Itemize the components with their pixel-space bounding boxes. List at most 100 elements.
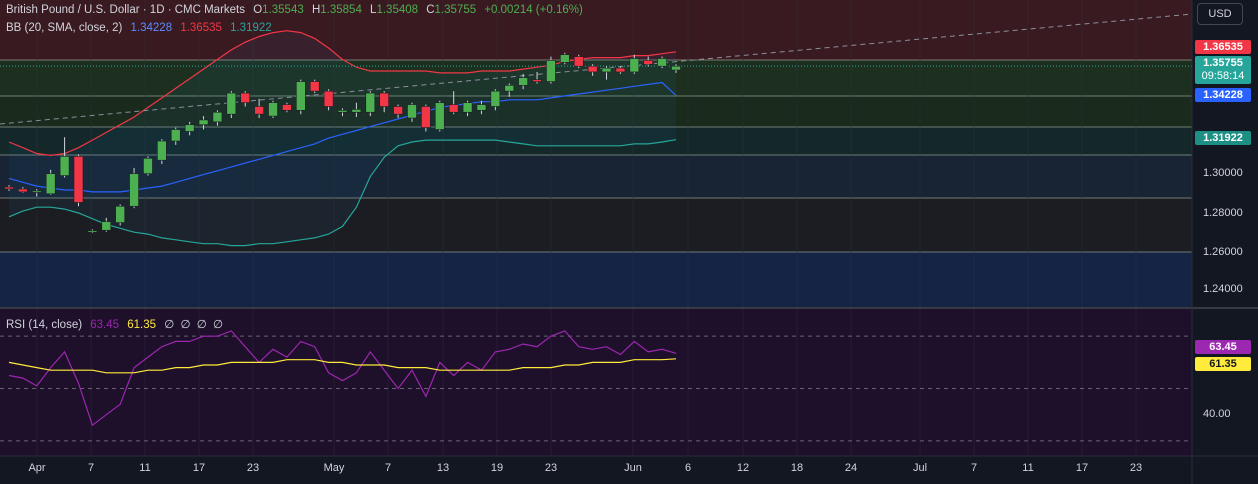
- time-axis-label: 12: [736, 462, 750, 474]
- price-axis-label: 1.28000: [1203, 207, 1243, 219]
- candle[interactable]: [59, 137, 70, 178]
- candle[interactable]: [504, 83, 515, 97]
- candle-body-up: [365, 92, 376, 113]
- candle-body-up: [31, 190, 42, 193]
- candle[interactable]: [448, 91, 459, 115]
- time-axis-label: 13: [436, 462, 450, 474]
- candle[interactable]: [184, 121, 195, 136]
- candle-body-up: [226, 92, 237, 115]
- bar-countdown: 09:58:14: [1201, 70, 1245, 82]
- candle[interactable]: [240, 91, 251, 107]
- candle[interactable]: [31, 188, 42, 197]
- candle[interactable]: [323, 89, 334, 111]
- candle-body-up: [115, 205, 125, 223]
- rsi-legend[interactable]: RSI (14, close) 63.45 61.35 ∅ ∅ ∅ ∅: [6, 317, 226, 331]
- candle-body-up: [518, 77, 528, 86]
- candle-body-down: [73, 156, 84, 203]
- rsi-name[interactable]: RSI (14, close): [6, 319, 83, 331]
- candle[interactable]: [198, 116, 209, 130]
- bb-lower-value: 1.31922: [230, 22, 272, 34]
- candle[interactable]: [407, 102, 417, 122]
- candle[interactable]: [476, 100, 487, 115]
- candle[interactable]: [337, 108, 348, 117]
- time-axis-label: 6: [684, 462, 692, 474]
- candle-body-up: [434, 102, 445, 130]
- candle[interactable]: [309, 79, 320, 94]
- candle[interactable]: [18, 187, 28, 193]
- candle[interactable]: [296, 79, 306, 115]
- candle[interactable]: [601, 66, 612, 80]
- time-axis-label: May: [323, 462, 345, 474]
- candle[interactable]: [518, 73, 528, 90]
- time-axis-label: 7: [970, 462, 978, 474]
- candle[interactable]: [45, 169, 56, 195]
- candle[interactable]: [143, 156, 153, 176]
- candle[interactable]: [282, 102, 292, 113]
- candle[interactable]: [254, 98, 264, 119]
- candle-body-down: [4, 186, 14, 190]
- bb-upper-value: 1.36535: [180, 22, 222, 34]
- candle-body-up: [129, 173, 139, 207]
- candle[interactable]: [532, 71, 542, 84]
- candle[interactable]: [170, 127, 181, 145]
- candle[interactable]: [671, 64, 681, 73]
- candle[interactable]: [101, 217, 112, 232]
- candle[interactable]: [643, 56, 654, 67]
- candle-body-down: [323, 90, 334, 107]
- candle-body-up: [59, 156, 70, 176]
- rsi-panel[interactable]: [0, 330, 1192, 442]
- candle[interactable]: [587, 64, 598, 76]
- rsi-placeholder: ∅: [212, 319, 223, 331]
- candle[interactable]: [421, 104, 431, 132]
- candle-body-down: [240, 92, 251, 103]
- ohlc-low: L1.35408: [370, 4, 419, 16]
- candle[interactable]: [379, 91, 389, 113]
- time-axis-label: 17: [1075, 462, 1089, 474]
- candle[interactable]: [73, 154, 84, 207]
- ohlc-open: O1.35543: [253, 4, 304, 16]
- time-axis-label: Jul: [912, 462, 928, 474]
- candle[interactable]: [657, 56, 667, 69]
- candle[interactable]: [629, 54, 640, 74]
- candle[interactable]: [490, 89, 501, 111]
- candle-body-up: [546, 60, 556, 82]
- currency-button[interactable]: USD: [1197, 3, 1243, 25]
- candle-body-up: [198, 119, 209, 126]
- candle-body-up: [601, 67, 612, 73]
- bb-legend[interactable]: BB (20, SMA, close, 2) 1.34228 1.36535 1…: [6, 22, 277, 34]
- candle[interactable]: [462, 100, 473, 117]
- candle[interactable]: [365, 91, 376, 117]
- candle[interactable]: [615, 66, 626, 74]
- candle[interactable]: [129, 167, 139, 209]
- symbol-title[interactable]: British Pound / U.S. Dollar · 1D · CMC M…: [6, 4, 246, 16]
- candle[interactable]: [434, 100, 445, 132]
- candles[interactable]: [4, 52, 681, 234]
- candle[interactable]: [157, 139, 167, 165]
- candle[interactable]: [4, 185, 14, 191]
- candle[interactable]: [115, 204, 125, 226]
- candle[interactable]: [87, 229, 98, 234]
- lower-band-price-tag: 1.31922: [1195, 131, 1251, 145]
- candle[interactable]: [268, 100, 278, 119]
- bb-name[interactable]: BB (20, SMA, close, 2): [6, 22, 123, 34]
- candle-body-up: [87, 230, 98, 233]
- candle[interactable]: [573, 54, 584, 69]
- candle[interactable]: [351, 102, 362, 118]
- candle-body-up: [476, 104, 487, 111]
- candle-body-up: [560, 54, 570, 63]
- candle-body-down: [615, 67, 626, 73]
- candle[interactable]: [393, 104, 403, 119]
- candle[interactable]: [546, 56, 556, 84]
- time-axis-label: 11: [1022, 462, 1034, 474]
- candle-body-down: [448, 104, 459, 113]
- rsi-placeholder: ∅: [196, 319, 207, 331]
- candle[interactable]: [212, 110, 223, 126]
- time-axis-background: [0, 456, 1258, 484]
- candle[interactable]: [226, 91, 237, 119]
- time-axis-label: Apr: [28, 462, 46, 474]
- candle-body-down: [393, 106, 403, 115]
- candle[interactable]: [560, 52, 570, 65]
- rsi-placeholder: ∅: [180, 319, 191, 331]
- time-axis-label: 7: [87, 462, 95, 474]
